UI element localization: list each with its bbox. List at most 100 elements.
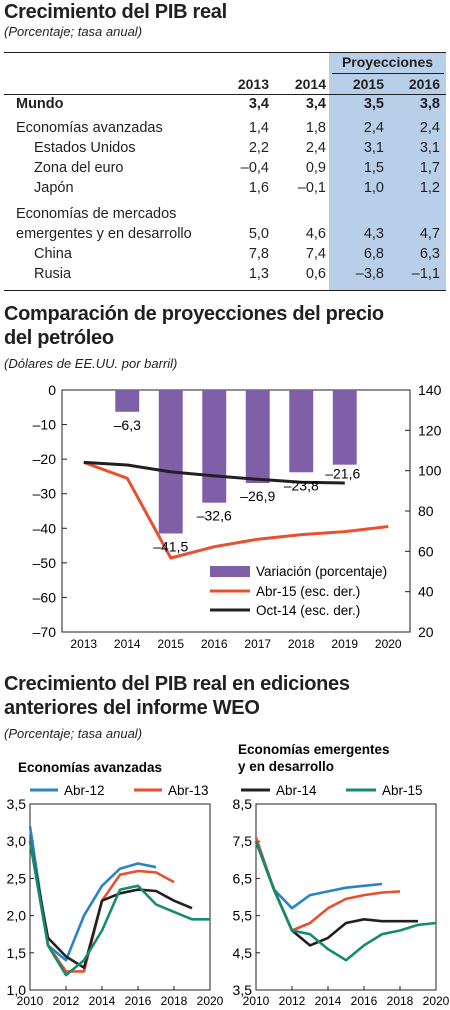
bar-2019	[332, 390, 357, 465]
legend-label-abr14: Abr-14	[276, 783, 317, 798]
row-label: Economías de mercados	[16, 206, 177, 222]
table-row: emergentes y en desarrollo 5,0 4,6 4,3 4,7	[4, 226, 446, 246]
adv-y-tick-label: 3,5	[7, 796, 27, 812]
table-row: Rusia 1,3 0,6 –3,8 –1,1	[4, 266, 446, 286]
adv-y-tick-label: 1,5	[7, 945, 27, 961]
cell-value: –3,8	[355, 266, 384, 282]
table-row: Mundo 3,4 3,4 3,5 3,8	[4, 96, 446, 116]
adv-y-tick-label: 1,0	[7, 982, 27, 998]
legend-label-abr15-weo: Abr-15	[382, 783, 423, 798]
bar-2017	[245, 390, 270, 483]
x-tick-label: 2016	[201, 637, 228, 651]
row-label: Zona del euro	[34, 160, 124, 176]
emg-y-tick-label: 6,5	[233, 870, 253, 886]
cell-value: 1,5	[363, 160, 384, 176]
line-abr15	[83, 460, 389, 560]
cell-value: 0,6	[305, 266, 326, 282]
cell-value: 7,4	[305, 246, 326, 262]
emg-x-tick-label: 2020	[423, 994, 450, 1008]
x-tick-label: 2019	[331, 637, 358, 651]
legend-label-abr12: Abr-12	[64, 783, 105, 798]
y-left-tick-label: –40	[33, 520, 57, 536]
y-left-tick-label: –20	[33, 451, 57, 467]
cell-value: 1,3	[248, 266, 269, 282]
adv-x-tick-label: 2014	[89, 994, 116, 1008]
y-left-tick-label: –10	[33, 417, 57, 433]
cell-value: 4,6	[305, 226, 326, 242]
y-right-tick-label: 40	[418, 584, 434, 600]
adv-line-abr-14	[28, 840, 193, 969]
legend-label-abr13: Abr-13	[168, 783, 209, 798]
projections-shading	[329, 52, 446, 290]
emg-line-abr-15	[254, 840, 437, 962]
cell-value: 0,9	[305, 160, 326, 176]
oil-chart-title-line2: del petróleo	[4, 327, 114, 349]
table-bottom-rule	[4, 290, 446, 291]
row-label: Mundo	[16, 96, 64, 112]
adv-x-tick-label: 2020	[197, 994, 224, 1008]
bar-data-label: –26,9	[240, 488, 275, 504]
bar-2018	[289, 390, 314, 473]
adv-plot-frame	[29, 803, 211, 991]
bar-data-label: –23,8	[284, 477, 319, 493]
emg-panel-title-line1: Economías emergentes	[238, 744, 390, 757]
bar-data-label: –32,6	[197, 508, 232, 524]
adv-y-tick-label: 2,0	[7, 908, 27, 924]
weo-title-line1: Crecimiento del PIB real en ediciones	[4, 673, 350, 695]
y-right-tick-label: 120	[418, 422, 442, 438]
table-title: Crecimiento del PIB real	[4, 1, 227, 23]
adv-y-tick-label: 3,0	[7, 833, 27, 849]
y-right-tick-label: 100	[418, 463, 442, 479]
cell-value: 1,4	[248, 120, 269, 136]
weo-charts: Economías avanzadas Economías emergentes…	[7, 744, 450, 1008]
adv-x-tick-label: 2012	[53, 994, 80, 1008]
cell-value: 6,8	[363, 246, 384, 262]
cell-value: –1,1	[411, 266, 440, 282]
row-label: Economías avanzadas	[16, 120, 163, 136]
row-label: China	[34, 246, 72, 262]
table-row: China 7,8 7,4 6,8 6,3	[4, 246, 446, 266]
y-right-tick-label: 80	[418, 503, 434, 519]
cell-value: 2,4	[305, 140, 326, 156]
bar-data-label: –6,3	[114, 417, 141, 433]
legend-label-oct14: Oct-14 (esc. der.)	[256, 603, 360, 618]
x-tick-label: 2018	[288, 637, 315, 651]
adv-panel-title: Economías avanzadas	[18, 760, 162, 775]
cell-value: 3,8	[419, 96, 440, 112]
cell-value: 3,4	[248, 96, 269, 112]
cell-value: 3,1	[419, 140, 440, 156]
table-row: Zona del euro –0,4 0,9 1,5 1,7	[4, 160, 446, 180]
weo-subtitle: (Porcentaje; tasa anual)	[4, 726, 143, 741]
projections-header: Proyecciones	[341, 54, 434, 70]
emg-x-tick-label: 2018	[387, 994, 414, 1008]
cell-value: 5,0	[248, 226, 269, 242]
emg-y-tick-label: 3,5	[233, 982, 253, 998]
year-header-2015: 2015	[352, 76, 384, 92]
legend-swatch-variacion	[210, 566, 250, 577]
x-tick-label: 2013	[70, 637, 97, 651]
emg-plot-frame	[255, 803, 437, 991]
emg-line-abr-14	[254, 840, 418, 947]
table-top-rule	[4, 52, 446, 53]
adv-x-tick-label: 2010	[17, 994, 44, 1008]
emg-x-tick-label: 2014	[315, 994, 342, 1008]
emg-panel-title-line2: y en desarrollo	[238, 759, 334, 774]
table-header-rule	[4, 94, 446, 95]
bar-2015	[158, 390, 183, 534]
y-right-tick-label: 20	[418, 624, 434, 640]
adv-x-tick-label: 2016	[125, 994, 152, 1008]
cell-value: 2,4	[363, 120, 384, 136]
legend-label-abr15: Abr-15 (esc. der.)	[256, 584, 360, 599]
cell-value: 3,1	[363, 140, 384, 156]
oil-chart-title-line1: Comparación de proyecciones del precio	[4, 303, 384, 325]
gdp-table: Proyecciones 2013 2014 2015 2016 Mundo 3,…	[4, 52, 446, 291]
cell-value: –0,1	[297, 180, 326, 196]
cell-value: 1,8	[305, 120, 326, 136]
line-oct14	[83, 460, 345, 485]
projections-rule	[332, 73, 444, 74]
emg-y-tick-label: 5,5	[233, 908, 253, 924]
row-label: emergentes y en desarrollo	[16, 226, 192, 242]
bar-2014	[115, 390, 140, 412]
y-right-tick-label: 140	[418, 382, 442, 398]
y-left-tick-label: –30	[33, 486, 57, 502]
